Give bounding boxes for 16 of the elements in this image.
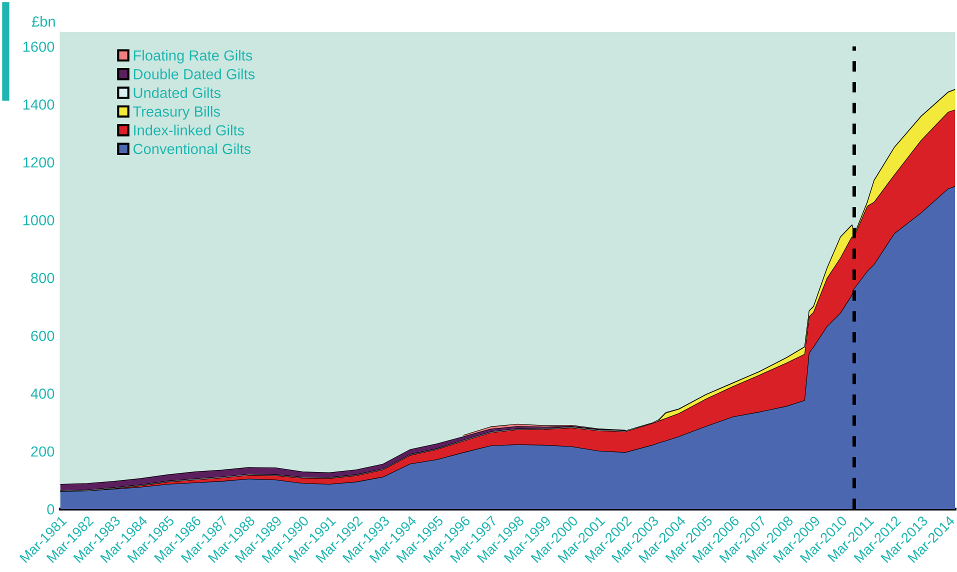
y-tick-label: 1200 bbox=[23, 157, 54, 168]
y-tick-label: 400 bbox=[30, 388, 54, 399]
legend-label: Index-linked Gilts bbox=[134, 124, 244, 136]
y-tick-label: 800 bbox=[31, 272, 54, 284]
y-tick-label: 200 bbox=[31, 446, 54, 457]
y-tick-label: 600 bbox=[31, 330, 54, 342]
y-axis-title: £bn bbox=[32, 16, 55, 27]
legend-label: Floating Rate Gilts bbox=[134, 50, 252, 64]
legend-label: Conventional Gilts bbox=[133, 143, 251, 154]
y-tick-label: 1000 bbox=[23, 215, 54, 226]
y-tick-label: 0 bbox=[47, 504, 54, 515]
y-tick-label: 1400 bbox=[23, 99, 54, 110]
legend-label: Double Dated Gilts bbox=[134, 68, 255, 80]
legend-label: Treasury Bills bbox=[133, 106, 220, 120]
y-tick-label: 1600 bbox=[23, 42, 54, 52]
legend-label: Undated Gilts bbox=[134, 87, 221, 98]
